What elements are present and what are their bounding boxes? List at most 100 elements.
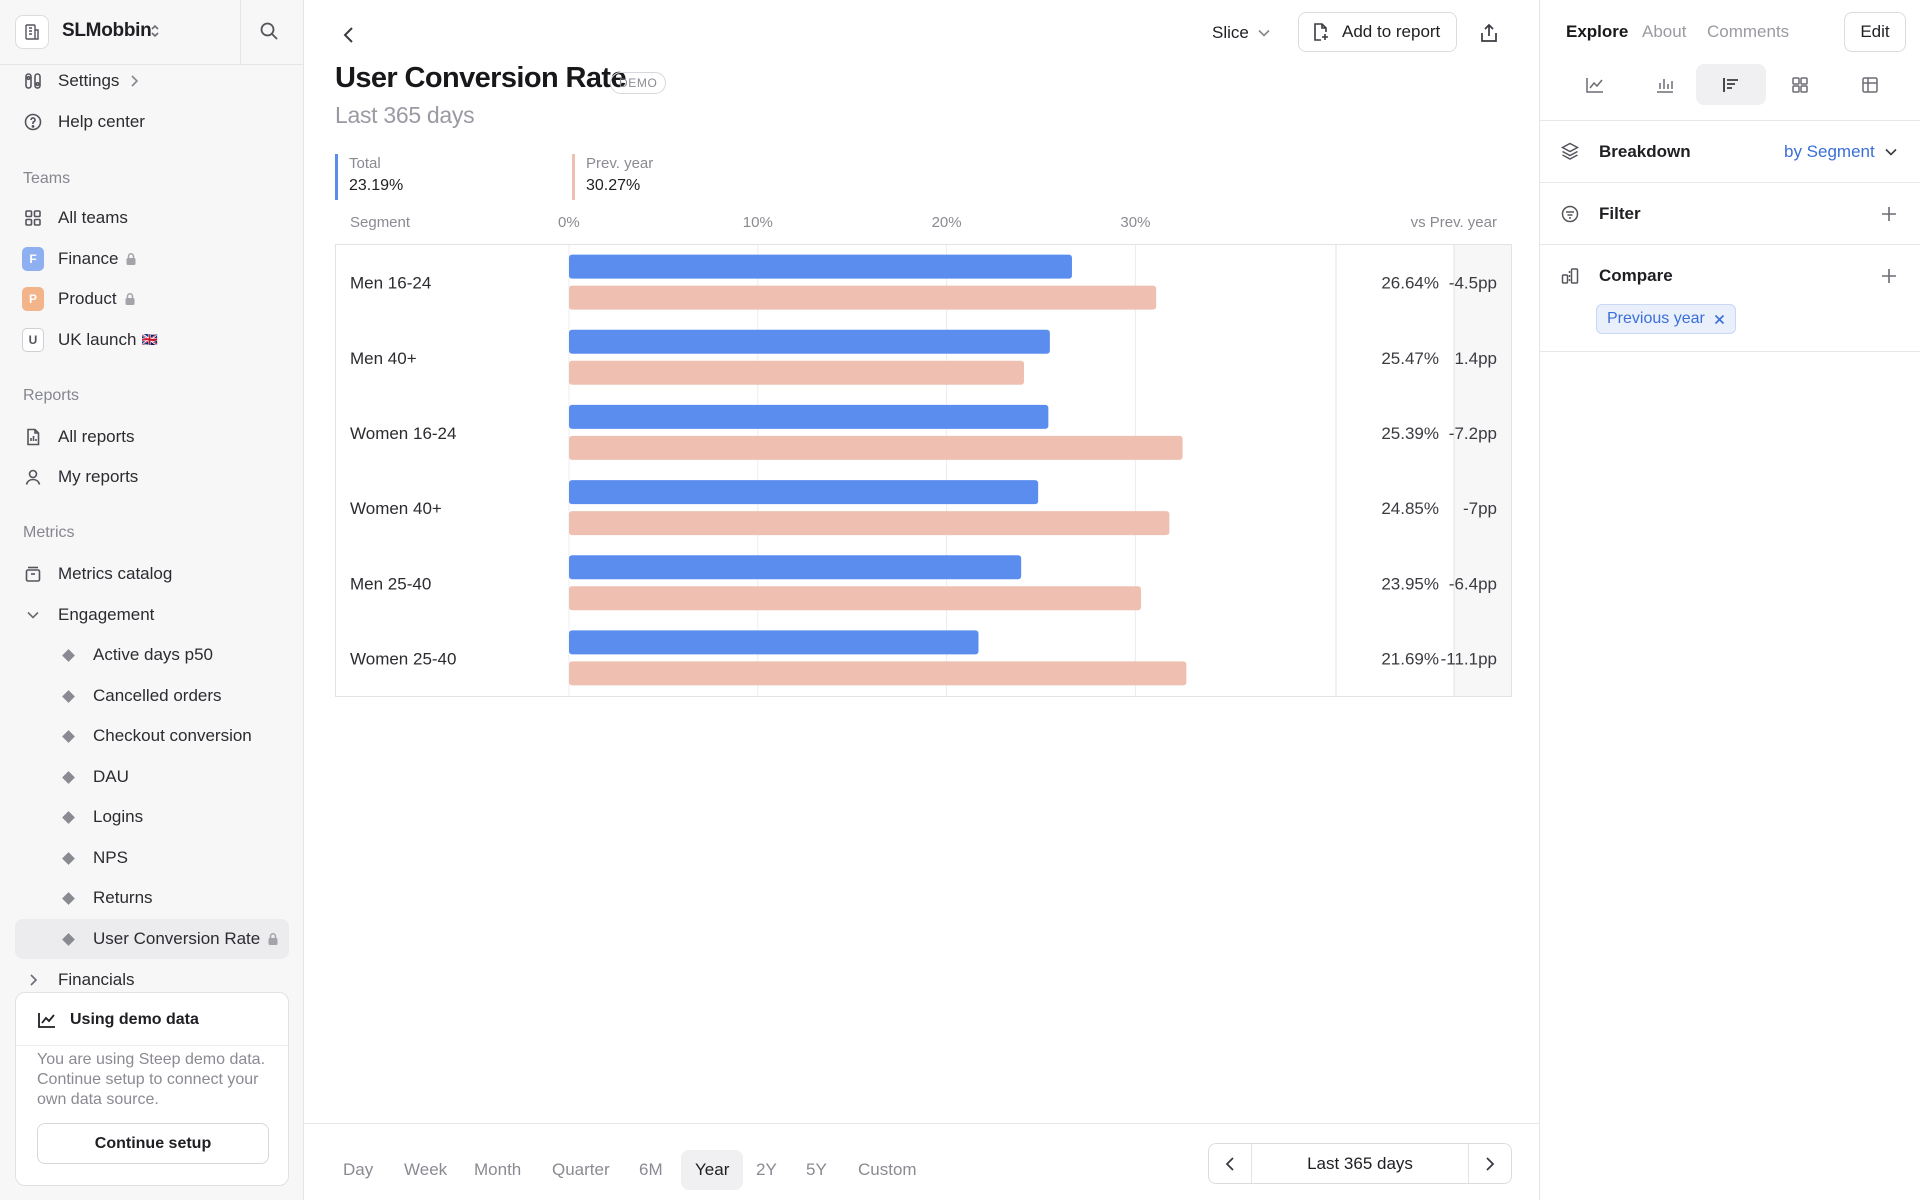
value-label: 24.85%: [1381, 499, 1439, 518]
viz-line-button[interactable]: [1560, 64, 1630, 105]
lock-icon: [125, 252, 137, 266]
nav-group-financials[interactable]: Financials: [22, 965, 135, 995]
metric-item-label: Cancelled orders: [93, 686, 222, 705]
filter-icon: [1560, 204, 1580, 224]
next-range-button[interactable]: [1469, 1144, 1511, 1183]
workspace-name[interactable]: SLMobbin: [62, 20, 152, 41]
edit-button[interactable]: Edit: [1844, 12, 1906, 52]
share-button[interactable]: [1474, 18, 1504, 48]
metric-item[interactable]: Active days p50: [62, 640, 213, 670]
nav-team-uk-launch[interactable]: U UK launch 🇬🇧: [22, 325, 158, 355]
metric-item[interactable]: Checkout conversion: [62, 721, 252, 751]
add-filter-plus-icon[interactable]: [1880, 205, 1898, 223]
nav-team-finance[interactable]: F Finance: [22, 244, 137, 274]
nav-all-reports[interactable]: All reports: [22, 422, 135, 452]
finance-badge-wrap: F: [22, 247, 44, 271]
period-option[interactable]: 6M: [639, 1160, 663, 1179]
compare-chip-label: Previous year: [1607, 310, 1705, 327]
metric-diamond-icon: [62, 770, 75, 784]
period-option[interactable]: Month: [474, 1160, 522, 1179]
bar-previous-year: [569, 360, 1025, 385]
nav-settings[interactable]: Settings: [22, 66, 139, 96]
vs-prev-year-label: -11.1pp: [1441, 649, 1497, 668]
back-button[interactable]: [334, 20, 364, 50]
vs-prev-year-label: -6.4pp: [1449, 574, 1497, 593]
breakdown-value-dropdown[interactable]: by Segment: [1784, 142, 1898, 162]
layers-icon: [1560, 141, 1580, 161]
metric-diamond-icon: [62, 810, 75, 824]
kpi-total: Total 23.19%: [335, 154, 403, 200]
continue-setup-button[interactable]: Continue setup: [37, 1123, 269, 1164]
viz-pivot-button[interactable]: [1835, 64, 1905, 105]
workspace-switch-chevron-icon[interactable]: [149, 23, 161, 39]
nav-settings-label: Settings: [58, 71, 120, 90]
value-label: 26.64%: [1381, 274, 1439, 293]
nav-my-reports[interactable]: My reports: [22, 462, 138, 492]
metric-item[interactable]: NPS: [62, 843, 128, 873]
viz-bar-button[interactable]: [1630, 64, 1700, 105]
viz-horizontal-bar-button[interactable]: [1696, 64, 1766, 105]
period-option[interactable]: 5Y: [806, 1160, 827, 1179]
metric-item[interactable]: Cancelled orders: [62, 681, 222, 711]
chevron-left-icon: [1225, 1156, 1234, 1171]
metric-item[interactable]: Returns: [62, 883, 153, 913]
previous-range-button[interactable]: [1209, 1144, 1251, 1183]
metric-item-active[interactable]: User Conversion Rate: [15, 919, 289, 959]
nav-uk-launch-label: UK launch: [58, 330, 137, 349]
axis-tick-label: 20%: [931, 214, 962, 231]
product-badge-wrap: P: [22, 287, 44, 311]
nav-metrics-catalog[interactable]: Metrics catalog: [22, 559, 172, 589]
bar-chart-icon: [1657, 78, 1673, 93]
lock-icon: [267, 932, 279, 946]
nav-product-label: Product: [58, 289, 117, 308]
bar-current: [569, 555, 1022, 580]
compare-row[interactable]: Compare: [1540, 244, 1920, 352]
demo-card-header: Using demo data: [37, 1011, 199, 1029]
bar-current: [569, 480, 1039, 505]
nav-all-teams[interactable]: All teams: [22, 203, 128, 233]
demo-data-card: Using demo data You are using Steep demo…: [15, 992, 289, 1186]
metric-item-label: Checkout conversion: [93, 726, 252, 745]
nav-help-center[interactable]: Help center: [22, 107, 145, 137]
vs-prev-year-label: -7pp: [1463, 499, 1497, 518]
workspace-building-icon[interactable]: [15, 15, 49, 49]
date-range-label[interactable]: Last 365 days: [1251, 1144, 1469, 1183]
chevron-down-icon: [1885, 148, 1897, 156]
period-option-selected[interactable]: Year: [681, 1150, 744, 1190]
tab-about[interactable]: About: [1642, 22, 1687, 41]
search-icon[interactable]: [258, 20, 280, 42]
tab-comments[interactable]: Comments: [1707, 22, 1790, 41]
add-to-report-button[interactable]: Add to report: [1298, 12, 1457, 52]
page-title: User Conversion Rate: [335, 62, 627, 94]
filter-row[interactable]: Filter: [1540, 182, 1920, 244]
value-label: 25.47%: [1381, 349, 1439, 368]
metric-item[interactable]: Logins: [62, 802, 143, 832]
segment-column-header: Segment: [350, 214, 411, 231]
close-icon[interactable]: [1714, 314, 1725, 325]
tab-explore[interactable]: Explore: [1566, 22, 1629, 41]
right-panel: Explore About Comments Edit Breakdown by…: [1539, 0, 1920, 1200]
kpi-total-value: 23.19%: [349, 177, 404, 194]
period-option[interactable]: Custom: [858, 1160, 917, 1179]
slice-label: Slice: [1212, 23, 1249, 42]
vs-prev-year-label: -7.2pp: [1449, 424, 1497, 443]
axis-tick-label: 30%: [1120, 214, 1151, 231]
grid-icon: [22, 207, 44, 229]
breakdown-row[interactable]: Breakdown by Segment: [1540, 120, 1920, 182]
nav-team-product[interactable]: P Product: [22, 284, 136, 314]
team-badge-finance: F: [22, 247, 44, 271]
metric-diamond-icon: [62, 851, 75, 865]
chevron-right-icon: [1486, 1156, 1495, 1171]
period-option[interactable]: Quarter: [552, 1160, 610, 1179]
metric-diamond-icon: [62, 891, 75, 905]
compare-chip[interactable]: Previous year: [1596, 304, 1736, 334]
nav-group-engagement[interactable]: Engagement: [22, 600, 154, 630]
period-option[interactable]: 2Y: [756, 1160, 777, 1179]
main-content: Slice Add to report User Conversion Rate…: [304, 0, 1539, 1200]
period-option[interactable]: Day: [343, 1160, 374, 1179]
add-compare-plus-icon[interactable]: [1880, 267, 1898, 285]
viz-table-button[interactable]: [1765, 64, 1835, 105]
period-option[interactable]: Week: [404, 1160, 448, 1179]
slice-dropdown[interactable]: Slice: [1212, 20, 1271, 46]
metric-item[interactable]: DAU: [62, 762, 129, 792]
